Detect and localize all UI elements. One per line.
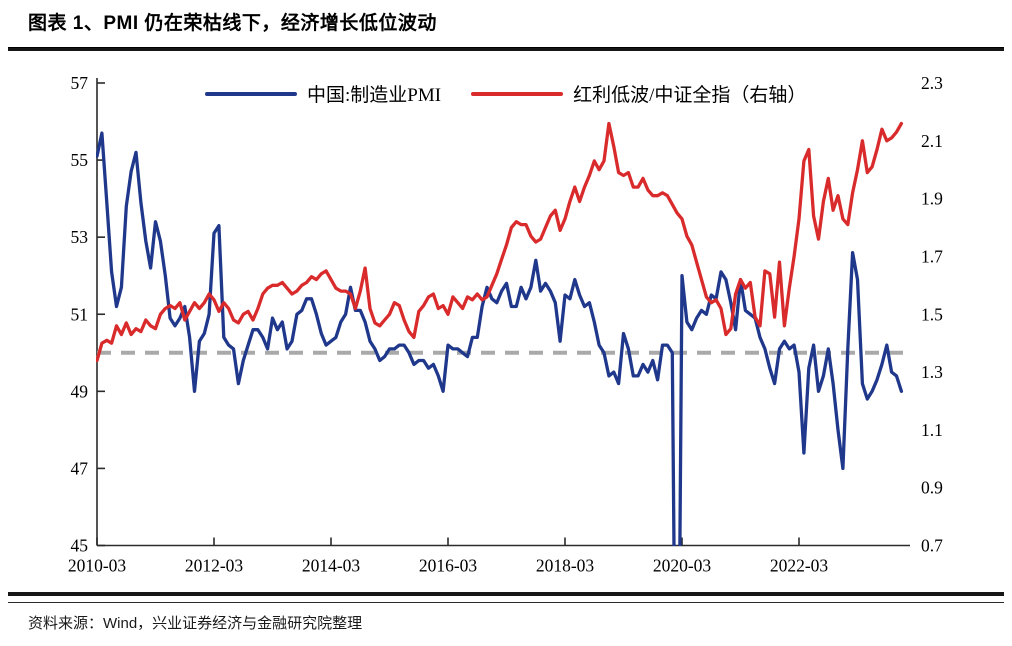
x-axis-tick-label: 2012-03 — [185, 556, 244, 576]
right-axis-tick-label: 0.9 — [921, 478, 943, 498]
right-axis-tick-label: 1.7 — [921, 246, 943, 266]
left-axis-tick-label: 49 — [71, 381, 89, 401]
right-axis-tick-label: 1.9 — [921, 189, 943, 209]
left-axis-tick-label: 51 — [71, 304, 89, 324]
right-axis-tick-label: 1.3 — [921, 362, 943, 382]
pmi-line — [96, 131, 904, 546]
left-axis-tick-label: 57 — [71, 73, 89, 93]
footer-divider-thick — [8, 592, 1004, 596]
legend-item-ratio: 红利低波/中证全指（右轴） — [471, 80, 806, 107]
right-axis-tick-label: 2.3 — [921, 73, 943, 93]
footer-divider-thin — [8, 602, 1004, 603]
left-axis-tick-label: 47 — [71, 458, 89, 478]
legend-item-pmi: 中国:制造业PMI — [205, 80, 441, 107]
figure-title: 图表 1、PMI 仍在荣枯线下，经济增长低位波动 — [28, 13, 437, 34]
x-axis-tick-label: 2010-03 — [68, 556, 127, 576]
right-axis-tick-label: 1.1 — [921, 420, 943, 440]
ratio-line-swatch — [471, 91, 564, 96]
x-axis-tick-label: 2016-03 — [419, 556, 478, 576]
left-axis-tick-label: 55 — [71, 150, 89, 170]
x-axis-tick-label: 2014-03 — [302, 556, 361, 576]
pmi-ratio-chart: 57 55 53 51 49 47 45 2.3 2.1 1.9 1.7 1.5 1.3 1.1 0.9 0.… — [0, 52, 1012, 592]
left-axis-tick-label: 53 — [71, 227, 89, 247]
legend-label-pmi: 中国:制造业PMI — [307, 85, 442, 106]
source-note: 资料来源：Wind，兴业证券经济与金融研究院整理 — [28, 615, 363, 632]
x-axis-tick-label: 2020-03 — [653, 556, 712, 576]
right-axis-tick-label: 0.7 — [921, 536, 943, 556]
right-axis-tick-label: 2.1 — [921, 131, 943, 151]
ratio-line — [96, 121, 904, 363]
legend-label-ratio: 红利低波/中证全指（右轴） — [573, 85, 807, 106]
right-axis-tick-label: 1.5 — [921, 304, 943, 324]
chart-legend: 中国:制造业PMI 红利低波/中证全指（右轴） — [205, 80, 806, 107]
x-axis-tick-label: 2022-03 — [770, 556, 829, 576]
pmi-line-swatch — [205, 91, 297, 96]
chart-canvas: 57 55 53 51 49 47 45 2.3 2.1 1.9 1.7 1.5 1.3 1.1 0.9 0.… — [68, 73, 943, 576]
title-divider — [8, 47, 1004, 51]
x-axis-tick-label: 2018-03 — [536, 556, 595, 576]
left-axis-tick-label: 45 — [71, 536, 89, 556]
